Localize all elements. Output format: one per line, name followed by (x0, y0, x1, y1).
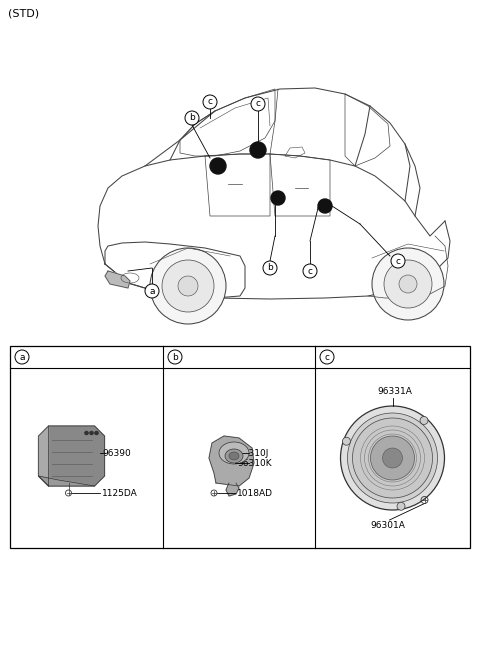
Circle shape (251, 97, 265, 111)
Circle shape (340, 406, 444, 510)
Circle shape (372, 248, 444, 320)
Circle shape (320, 350, 334, 364)
Circle shape (352, 418, 432, 498)
Circle shape (342, 438, 350, 445)
Polygon shape (209, 436, 254, 486)
Ellipse shape (219, 442, 249, 464)
Circle shape (384, 260, 432, 308)
Text: a: a (149, 287, 155, 295)
Circle shape (303, 264, 317, 278)
Text: b: b (267, 264, 273, 272)
Circle shape (178, 276, 198, 296)
Circle shape (203, 95, 217, 109)
Text: c: c (255, 100, 261, 108)
Circle shape (162, 260, 214, 312)
Text: a: a (19, 352, 25, 361)
Text: (STD): (STD) (8, 8, 39, 18)
Circle shape (95, 431, 98, 435)
Text: 96390: 96390 (102, 449, 131, 457)
Text: 96310K: 96310K (237, 459, 272, 468)
Polygon shape (226, 483, 239, 496)
Circle shape (150, 248, 226, 324)
Ellipse shape (229, 452, 239, 460)
Circle shape (263, 261, 277, 275)
Circle shape (397, 502, 405, 510)
Circle shape (271, 191, 285, 205)
Circle shape (348, 413, 437, 503)
Circle shape (145, 284, 159, 298)
Circle shape (318, 199, 332, 213)
Circle shape (391, 254, 405, 268)
Circle shape (371, 436, 415, 480)
Polygon shape (38, 476, 95, 486)
Circle shape (168, 350, 182, 364)
Text: 96310J: 96310J (237, 449, 268, 457)
Text: 1018AD: 1018AD (237, 489, 273, 497)
Polygon shape (48, 426, 105, 486)
Text: b: b (189, 113, 195, 123)
Circle shape (399, 275, 417, 293)
Circle shape (185, 111, 199, 125)
Text: b: b (172, 352, 178, 361)
Text: 1125DA: 1125DA (102, 489, 138, 497)
Text: c: c (308, 266, 312, 276)
Circle shape (210, 158, 226, 174)
Bar (10, 346, 470, 548)
Polygon shape (38, 426, 48, 486)
Circle shape (15, 350, 29, 364)
Circle shape (84, 431, 88, 435)
Ellipse shape (225, 449, 243, 463)
Text: 96331A: 96331A (377, 388, 412, 396)
Circle shape (250, 142, 266, 158)
Text: 96301A: 96301A (370, 520, 405, 529)
Circle shape (420, 417, 428, 424)
Text: c: c (324, 352, 329, 361)
Polygon shape (105, 271, 130, 288)
Circle shape (89, 431, 94, 435)
Text: c: c (396, 256, 400, 266)
Circle shape (383, 448, 403, 468)
Text: c: c (207, 98, 213, 106)
